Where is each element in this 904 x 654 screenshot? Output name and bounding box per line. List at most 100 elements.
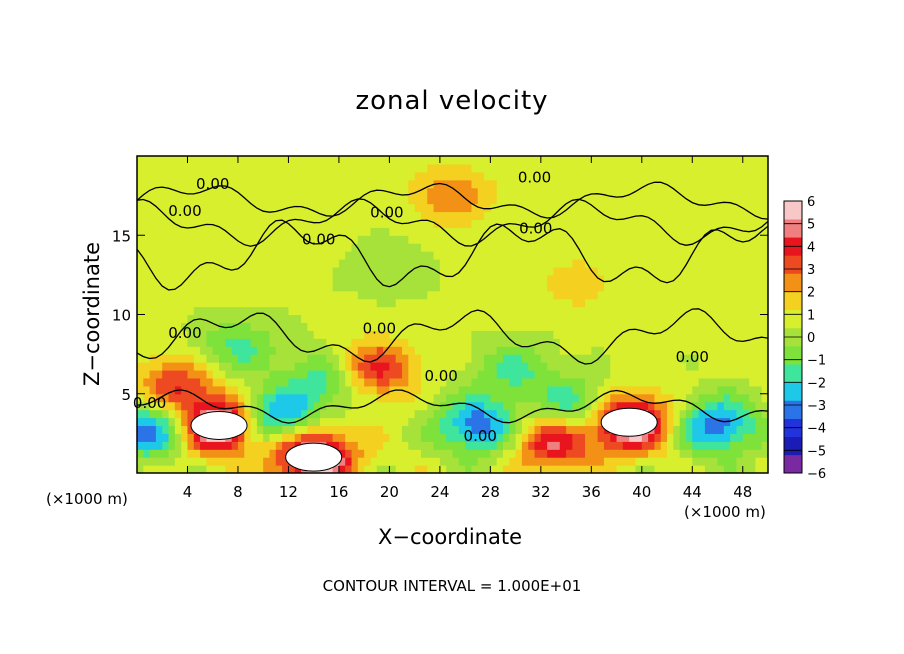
field-cell	[452, 457, 460, 466]
field-cell	[364, 251, 372, 260]
field-cell	[395, 465, 403, 473]
field-cell	[181, 251, 189, 260]
field-cell	[484, 219, 491, 228]
field-cell	[654, 433, 662, 442]
field-cell	[439, 290, 447, 300]
field-cell	[237, 274, 245, 284]
field-cell	[534, 243, 542, 252]
field-cell	[162, 338, 170, 347]
field-cell	[667, 219, 674, 228]
field-cell	[364, 274, 372, 284]
field-cell	[698, 163, 706, 173]
field-cell	[307, 369, 315, 379]
field-cell	[168, 322, 176, 331]
field-cell	[603, 227, 611, 236]
field-cell	[755, 346, 763, 355]
field-cell	[313, 377, 321, 387]
field-cell	[603, 235, 611, 244]
field-cell	[408, 354, 416, 363]
field-cell	[667, 393, 674, 403]
field-cell	[641, 449, 649, 458]
field-cell	[402, 306, 409, 316]
field-cell	[269, 251, 277, 260]
field-cell	[484, 425, 491, 434]
field-cell	[357, 362, 365, 371]
field-cell	[654, 385, 662, 395]
field-cell	[578, 227, 586, 236]
field-cell	[345, 385, 353, 395]
field-cell	[288, 441, 296, 450]
field-cell	[452, 203, 460, 213]
field-cell	[143, 195, 151, 205]
field-cell	[717, 282, 725, 292]
field-cell	[263, 259, 271, 268]
field-cell	[559, 187, 567, 197]
field-cell	[206, 187, 214, 197]
field-cell	[345, 362, 353, 371]
field-cell	[692, 227, 700, 236]
field-cell	[269, 441, 277, 450]
field-cell	[673, 369, 681, 379]
field-cell	[294, 282, 302, 292]
field-cell	[225, 306, 233, 316]
field-cell	[610, 156, 618, 165]
field-cell	[502, 362, 510, 371]
field-cell	[187, 266, 195, 276]
field-cell	[528, 203, 536, 213]
field-cell	[313, 298, 321, 308]
field-cell	[471, 195, 479, 205]
field-cell	[635, 362, 643, 371]
field-cell	[610, 251, 618, 260]
field-cell	[351, 171, 359, 181]
field-cell	[660, 163, 668, 173]
field-cell	[181, 235, 189, 244]
field-cell	[162, 377, 170, 387]
field-cell	[225, 171, 233, 181]
field-cell	[402, 362, 409, 371]
x-tick-label: 36	[582, 483, 601, 501]
field-cell	[383, 417, 390, 427]
field-cell	[515, 179, 523, 189]
field-cell	[578, 211, 586, 220]
field-cell	[256, 457, 264, 466]
field-cell	[509, 259, 517, 268]
field-cell	[162, 433, 170, 442]
field-cell	[515, 171, 523, 181]
field-cell	[414, 251, 422, 260]
field-cell	[698, 274, 706, 284]
y-axis-unit-label: (×1000 m)	[46, 490, 128, 508]
field-cell	[458, 235, 466, 244]
field-cell	[742, 251, 750, 260]
field-cell	[452, 449, 460, 458]
field-cell	[433, 377, 441, 387]
field-cell	[256, 156, 264, 165]
field-cell	[408, 457, 416, 466]
field-cell	[307, 187, 315, 197]
field-cell	[225, 156, 233, 165]
field-cell	[559, 274, 567, 284]
field-cell	[742, 362, 750, 371]
field-cell	[730, 393, 738, 403]
field-cell	[635, 227, 643, 236]
field-cell	[515, 266, 523, 276]
field-cell	[282, 457, 290, 466]
field-cell	[307, 243, 315, 252]
field-cell	[357, 441, 365, 450]
field-cell	[490, 457, 498, 466]
field-cell	[534, 179, 542, 189]
field-cell	[212, 330, 220, 339]
field-cell	[212, 465, 220, 473]
field-cell	[471, 187, 479, 197]
field-cell	[610, 298, 618, 308]
field-cell	[288, 156, 296, 165]
field-cell	[534, 433, 542, 442]
field-cell	[319, 187, 327, 197]
field-cell	[528, 457, 536, 466]
field-cell	[458, 211, 466, 220]
field-cell	[231, 219, 239, 228]
field-cell	[679, 409, 687, 419]
field-cell	[660, 401, 668, 411]
field-cell	[383, 354, 390, 363]
field-cell	[244, 441, 252, 450]
field-cell	[263, 449, 271, 458]
